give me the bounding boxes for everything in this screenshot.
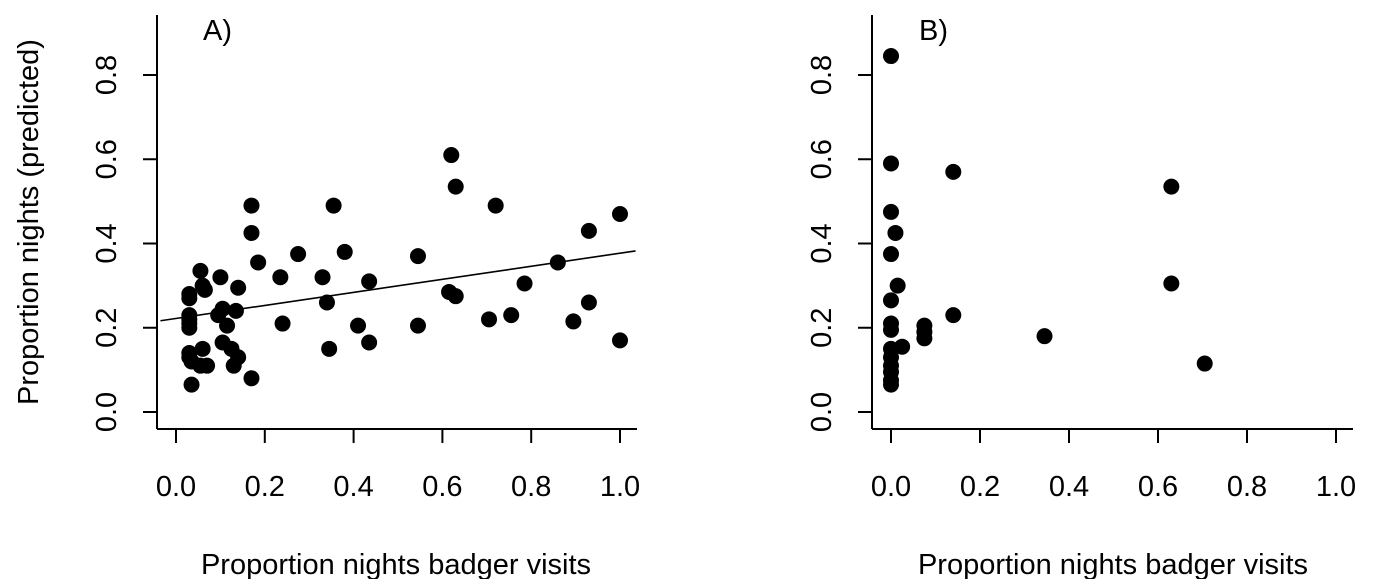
panel-b-x-tick-label: 1.0 (1316, 471, 1356, 503)
panel-a-data-point (219, 317, 236, 334)
panel-a-data-point (321, 340, 338, 357)
panel-a-data-point (290, 246, 307, 263)
panel-a-x-axis-title: Proportion nights badger visits (201, 549, 591, 579)
panel-a-data-point (409, 248, 426, 265)
panel-a-data-point (196, 281, 213, 298)
panel-a-data-point (274, 315, 291, 332)
panel-b-x-tick-label: 0.8 (1227, 471, 1267, 503)
panel-a-data-point (612, 206, 628, 223)
panel-a-y-tick-label: 0.0 (91, 392, 123, 432)
panel-a-data-point (336, 243, 353, 260)
panel-a-data-point (516, 275, 533, 292)
panel-a-y-tick-label: 0.2 (91, 308, 123, 348)
panel-a-data-point (181, 290, 198, 307)
panel-b-data-point (1196, 355, 1213, 372)
panel-a-data-point (230, 279, 247, 296)
panel-a-x-tick-label: 0.6 (422, 471, 462, 503)
panel-b-data-point (916, 330, 933, 347)
panel-a-data-point (612, 332, 628, 349)
panel-a-data-point (183, 376, 200, 393)
panel-a-y-tick-label: 0.4 (91, 223, 123, 263)
panel-a-data-point (409, 317, 426, 334)
panel-a-y-axis: 0.0 0.2 0.4 0.6 0.8 (91, 15, 158, 432)
panel-a-x-tick-label: 0.2 (245, 471, 285, 503)
panel-b-data-point (1163, 178, 1180, 195)
panel-a-data-point (199, 357, 216, 374)
panel-b-x-tick-label: 0.2 (960, 471, 1000, 503)
panel-a-data-point (192, 262, 209, 279)
panel-b-data-point (1036, 328, 1053, 345)
panel-a-data-point (361, 334, 378, 351)
panel-a-data-point (318, 294, 335, 311)
panel-b-y-tick-label: 0.0 (806, 392, 838, 432)
panel-b: 0.0 0.2 0.4 0.6 0.8 0.0 0.2 0.4 0.6 0.8 1.0 B) Pr… (806, 15, 1356, 579)
panel-b-data-point (945, 307, 962, 324)
panel-b-data-point (894, 338, 911, 355)
panel-b-data-point (883, 292, 899, 309)
panel-a-data-point (181, 319, 198, 336)
panel-a-data-point (580, 294, 597, 311)
panel-a-data-point (243, 370, 260, 387)
panel-a-data-point (487, 197, 504, 214)
panel-b-data-point (887, 224, 904, 241)
panel-a-data-point (361, 273, 378, 290)
panel-b-data-point (883, 246, 899, 263)
panel-a-data-point (243, 197, 260, 214)
panel-a-y-tick-label: 0.6 (91, 139, 123, 179)
panel-a-data-point (447, 178, 464, 195)
panel-a-data-point (243, 224, 260, 241)
panel-a-data-point (194, 340, 211, 357)
panel-a-data-point (443, 147, 460, 164)
panel-a-data-point (580, 222, 597, 239)
panel-a-data-point (350, 317, 367, 334)
panel-b-x-axis-title: Proportion nights badger visits (918, 549, 1308, 579)
panel-b-x-tick-label: 0.6 (1138, 471, 1178, 503)
panel-a-data-point (325, 197, 342, 214)
panel-a-data-point (227, 302, 244, 319)
panel-b-data-point (883, 376, 899, 393)
panel-a: 0.0 0.2 0.4 0.6 0.8 0.0 0.2 0.4 0.6 0.8 1.0 A) Pr… (13, 15, 640, 579)
panel-a-y-axis-title: Proportion nights (predicted) (13, 39, 45, 405)
panel-b-data-point (945, 163, 962, 180)
panel-b-label: B) (919, 15, 948, 47)
panel-a-data-point (503, 307, 520, 324)
panel-a-x-axis: 0.0 0.2 0.4 0.6 0.8 1.0 (156, 428, 640, 503)
panel-b-y-tick-label: 0.8 (806, 55, 838, 95)
panel-b-y-tick-label: 0.4 (806, 223, 838, 263)
panel-a-data-point (447, 288, 464, 305)
panel-a-x-tick-label: 0.4 (333, 471, 373, 503)
panel-a-data-point (565, 313, 582, 330)
panel-a-data-point (250, 254, 267, 271)
panel-b-data-point (883, 155, 899, 172)
panel-b-y-tick-label: 0.2 (806, 308, 838, 348)
panel-a-data-point (212, 269, 229, 286)
panel-b-x-axis: 0.0 0.2 0.4 0.6 0.8 1.0 (871, 428, 1356, 503)
panel-b-y-tick-label: 0.6 (806, 139, 838, 179)
panel-a-y-tick-label: 0.8 (91, 55, 123, 95)
panel-b-y-axis: 0.0 0.2 0.4 0.6 0.8 (806, 15, 873, 432)
panel-b-data-point (883, 321, 899, 338)
panel-b-data-point (883, 203, 899, 220)
panel-a-data-point (314, 269, 331, 286)
panel-a-x-tick-label: 0.8 (511, 471, 551, 503)
panel-b-data-point (889, 277, 906, 294)
panel-b-data-point (1163, 275, 1180, 292)
panel-a-x-tick-label: 1.0 (600, 471, 640, 503)
panel-a-x-tick-label: 0.0 (156, 471, 196, 503)
panel-a-label: A) (203, 15, 232, 47)
panel-a-data-point (214, 300, 231, 317)
panel-b-data-point (883, 48, 899, 65)
panel-a-points (181, 147, 628, 393)
panel-b-points (883, 48, 1213, 393)
panel-a-data-point (481, 311, 498, 328)
panel-b-x-tick-label: 0.4 (1049, 471, 1089, 503)
panel-b-x-tick-label: 0.0 (871, 471, 911, 503)
panel-a-data-point (272, 269, 289, 286)
panel-a-data-point (230, 349, 247, 366)
panel-a-data-point (549, 254, 566, 271)
